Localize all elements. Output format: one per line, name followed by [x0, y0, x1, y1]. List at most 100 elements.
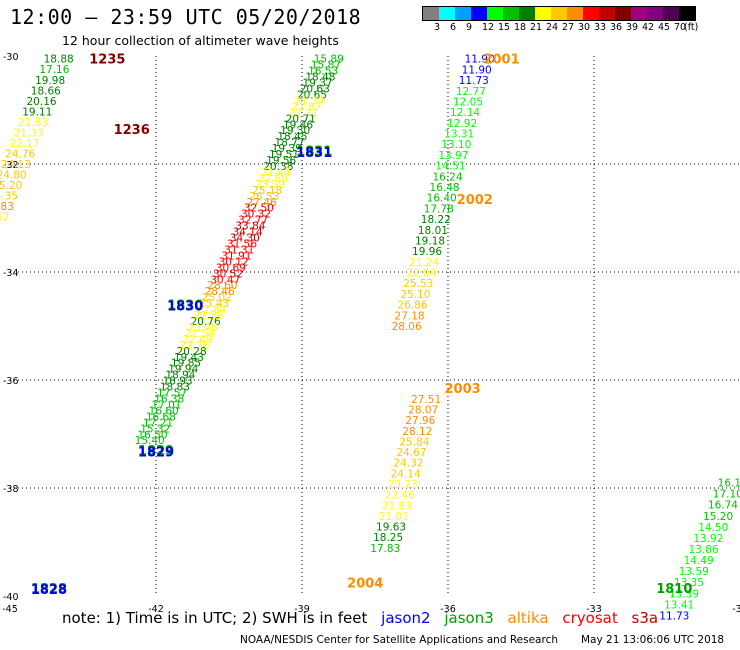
color-scale-label: (ft): [684, 22, 699, 33]
wave-height-value: 19.56: [266, 155, 296, 167]
color-scale-label: 15: [498, 22, 511, 33]
color-scale-label: 6: [450, 22, 457, 33]
wave-height-value: 19.37: [303, 78, 333, 90]
color-scale-swatch: [439, 7, 455, 20]
pass-time-label: 1831: [296, 145, 332, 160]
wave-height-value: 23.23: [388, 479, 418, 491]
wave-height-value: 28.07: [408, 405, 438, 417]
color-scale-swatch: [631, 7, 647, 20]
satellite-legend-s3a: s3a: [631, 609, 659, 627]
wave-height-value: 24.67: [396, 447, 426, 459]
wave-height-value: 24.80: [0, 170, 27, 182]
wave-height-value: 19.46: [283, 119, 313, 131]
wave-height-value: 30.47: [210, 274, 240, 286]
wave-height-value: 21.83: [18, 117, 48, 129]
wave-height-value: 18.22: [421, 214, 451, 226]
wave-height-value: 18.48: [305, 72, 335, 84]
wave-height-value: 24.32: [394, 458, 424, 470]
wave-height-value: 19.94: [168, 364, 198, 376]
color-scale-swatch: [583, 7, 599, 20]
wave-height-value: 16.10: [718, 478, 740, 490]
wave-height-value: 16.24: [432, 171, 462, 183]
wave-height-value: 25.35: [0, 191, 18, 203]
color-scale-label: 30: [578, 22, 591, 33]
color-scale-swatch: [679, 7, 695, 20]
y-tick-label: -38: [3, 484, 19, 495]
wave-height-value: 11.73: [459, 75, 489, 87]
wave-height-value: 19.18: [415, 235, 445, 247]
wave-height-value: 20.71: [286, 113, 316, 125]
pass-time-label: 1831: [296, 146, 332, 161]
wave-height-value: 24.14: [391, 468, 421, 480]
wave-height-value: 16.74: [708, 500, 738, 512]
color-scale-swatch: [567, 7, 583, 20]
wave-height-value: 16.48: [430, 182, 460, 194]
wave-height-value: 20.76: [191, 316, 221, 328]
footer-note: note: 1) Time is in UTC; 2) SWH is in fe…: [62, 609, 667, 627]
wave-height-value: 11.90: [465, 54, 495, 66]
wave-height-value: 21.01: [379, 511, 409, 523]
wave-height-value: 32.77: [238, 215, 268, 227]
wave-height-value: 33.84: [235, 221, 265, 233]
wave-height-value: 25.10: [400, 289, 430, 301]
wave-height-value: 27.96: [405, 415, 435, 427]
wave-height-value: 28.46: [205, 286, 235, 298]
wave-height-value: 19.98: [35, 75, 65, 87]
wave-height-value: 24.13: [1, 159, 31, 171]
wave-height-value: 12.05: [453, 96, 483, 108]
wave-height-value: 19.96: [412, 246, 442, 258]
wave-height-value: 14.50: [698, 522, 728, 534]
color-scale-swatch: [599, 7, 615, 20]
satellite-legend-jason2: jason2: [381, 609, 431, 627]
wave-height-value: 20.28: [177, 346, 207, 358]
wave-height-value: 19.39: [272, 143, 302, 155]
wave-height-value: 22.71: [289, 107, 319, 119]
color-scale-swatch: [503, 7, 519, 20]
wave-height-value: 31.56: [227, 239, 257, 251]
credit-line: NOAA/NESDIS Center for Satellite Applica…: [240, 634, 558, 646]
wave-height-value: 19.63: [376, 522, 406, 534]
wave-height-value: 18.45: [277, 131, 307, 143]
color-scale-label: 36: [610, 22, 623, 33]
x-tick-label: -30: [732, 604, 740, 615]
x-tick-label: -33: [586, 604, 602, 615]
wave-height-value: 25.02: [202, 292, 232, 304]
color-scale-label: 33: [594, 22, 607, 33]
wave-height-value: 31.91: [221, 250, 251, 262]
color-scale-label: 3: [434, 22, 441, 33]
wave-height-value: 18.66: [31, 85, 61, 97]
wave-height-value: 27.51: [411, 394, 441, 406]
pass-time-label: 2004: [347, 577, 383, 592]
y-tick-label: -34: [3, 268, 19, 279]
wave-height-value: 22.76: [179, 340, 209, 352]
wave-height-value: 26.53: [249, 191, 279, 203]
wave-height-value: 22.17: [9, 138, 39, 150]
wave-height-value: 14.49: [684, 555, 714, 567]
wave-height-value: 20.63: [300, 84, 330, 96]
color-scale-label: 39: [626, 22, 639, 33]
satellite-legend-altika: altika: [507, 609, 549, 627]
pass-time-label: 1236: [114, 123, 150, 138]
wave-height-value: 26.86: [397, 300, 427, 312]
color-scale-swatch: [487, 7, 503, 20]
color-scale-legend: 3 6 9 12 15 18 21 24 27 30 33 36 39 42 45 70 (ft): [422, 6, 699, 34]
wave-height-value: 21.24: [409, 257, 439, 269]
wave-height-value: 22.49: [182, 334, 212, 346]
wave-height-value: 20.16: [27, 96, 57, 108]
wave-height-value: 15.87: [311, 60, 341, 72]
wave-height-value: 17.78: [424, 203, 454, 215]
wave-height-value: 16.38: [154, 394, 184, 406]
wave-height-value: 28.60: [207, 280, 237, 292]
wave-height-value: 12.92: [447, 118, 477, 130]
wave-height-value: 32.50: [244, 203, 274, 215]
wave-height-value: 16.68: [146, 411, 176, 423]
wave-height-value: 16.60: [149, 405, 179, 417]
wave-height-value: 25.53: [403, 278, 433, 290]
wave-height-value: 34.14: [233, 227, 263, 239]
wave-height-value: 22.46: [385, 490, 415, 502]
page-title: 12:00 – 23:59 UTC 05/20/2018: [10, 5, 362, 29]
color-scale-swatch: [471, 7, 487, 20]
pass-time-label: 1830: [167, 299, 203, 314]
wave-height-value: 14.51: [435, 161, 465, 173]
wave-height-value: 18.25: [373, 532, 403, 544]
